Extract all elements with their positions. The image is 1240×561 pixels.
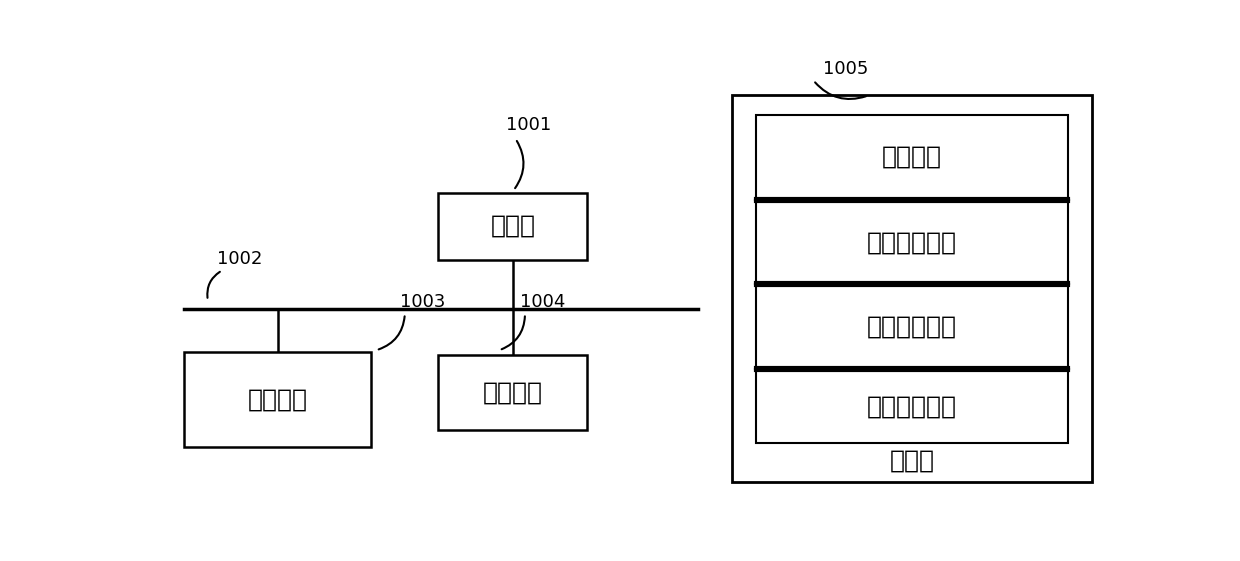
- Bar: [755, 201, 1068, 283]
- Bar: [755, 370, 1068, 443]
- Text: 1005: 1005: [823, 60, 868, 78]
- Text: 操作系统: 操作系统: [882, 145, 942, 169]
- Bar: [755, 286, 1068, 367]
- Bar: [439, 192, 588, 260]
- Text: 1004: 1004: [521, 293, 565, 311]
- Bar: [184, 352, 371, 448]
- Text: 1001: 1001: [506, 116, 551, 134]
- Text: 用户接口: 用户接口: [248, 388, 308, 412]
- Bar: [732, 95, 1092, 482]
- Text: 1003: 1003: [401, 293, 445, 311]
- Text: 处理器: 处理器: [491, 214, 536, 238]
- Text: 网络接口: 网络接口: [482, 380, 543, 404]
- Text: 网络通信模块: 网络通信模块: [867, 230, 957, 254]
- Bar: [439, 355, 588, 430]
- Text: 用户接口模块: 用户接口模块: [867, 315, 957, 338]
- Bar: [755, 115, 1068, 199]
- Text: 负载检测程序: 负载检测程序: [867, 394, 957, 419]
- Text: 1002: 1002: [217, 250, 263, 268]
- Text: 存储器: 存储器: [889, 448, 934, 472]
